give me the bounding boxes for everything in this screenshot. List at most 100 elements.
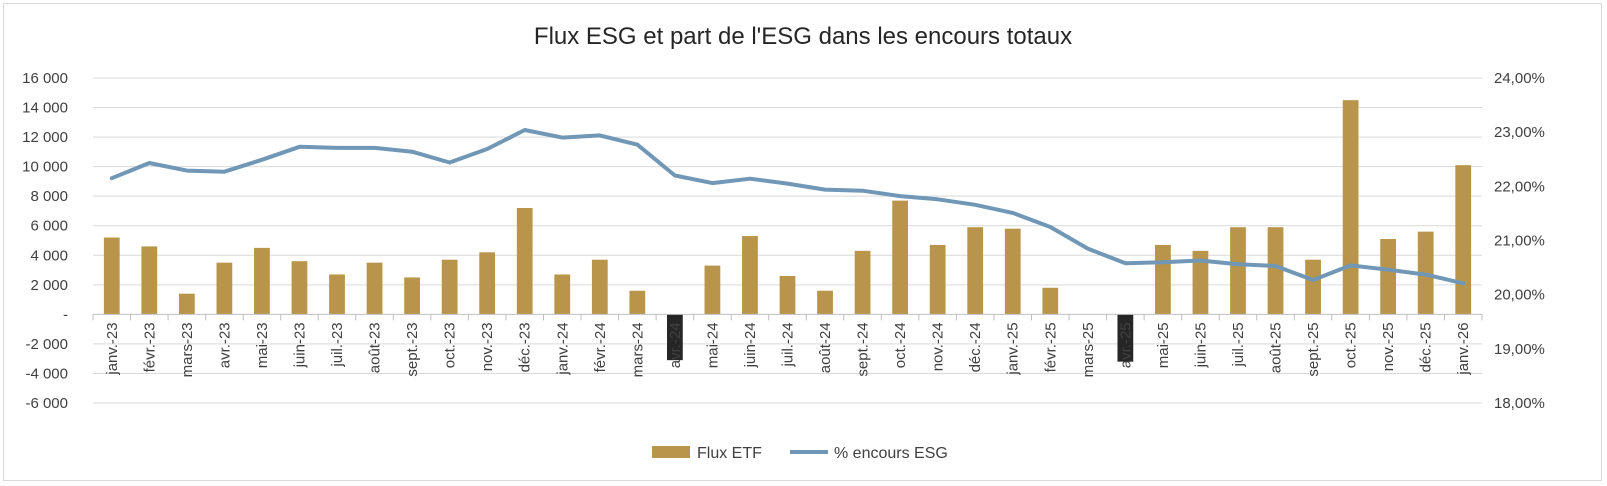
bar-flux-etf <box>404 277 420 315</box>
x-tick-label: mars-25 <box>1080 322 1097 377</box>
bar-flux-etf <box>441 259 458 315</box>
x-tick-label: juil.-24 <box>780 322 797 367</box>
x-tick-label: juin-24 <box>742 322 759 368</box>
x-tick-label: avr.-23 <box>216 322 233 368</box>
x-tick-label: mai-24 <box>704 322 721 368</box>
x-axis-ticks: janv.-23 févr.-23 mars-23 avr.-23 mai-23 juin… <box>104 322 1472 377</box>
gridlines <box>93 77 1482 404</box>
x-tick-label: mai-25 <box>1155 322 1172 368</box>
x-tick-label: juin-23 <box>291 322 308 368</box>
y-left-tick-label: -4 000 <box>25 365 68 382</box>
y-left-tick-label: 14 000 <box>22 100 68 117</box>
x-tick-label: déc.-25 <box>1418 322 1435 372</box>
y-right-tick-label: 23,00% <box>1494 124 1545 141</box>
x-tick-label: févr.-25 <box>1042 322 1059 372</box>
x-tick-label: août-25 <box>1268 322 1285 373</box>
x-tick-label: sept.-24 <box>855 322 872 376</box>
bar-flux-etf <box>178 293 195 315</box>
bar-flux-etf <box>141 246 158 315</box>
y-left-tick-label: 6 000 <box>30 218 68 235</box>
x-tick-label: août-23 <box>367 322 384 373</box>
x-tick-label: déc.-23 <box>517 322 534 372</box>
x-tick-label: avr.-24 <box>667 322 684 368</box>
axes <box>92 313 1483 321</box>
bar-flux-etf <box>479 252 496 315</box>
bar-flux-etf <box>817 290 833 315</box>
x-tick-label: déc.-24 <box>967 322 984 372</box>
legend-swatch-flux-etf <box>652 446 690 458</box>
bar-flux-etf <box>591 259 608 315</box>
bar-flux-etf <box>892 200 909 315</box>
y-left-tick-label: -2 000 <box>25 336 68 353</box>
x-tick-label: oct.-23 <box>442 322 459 368</box>
y-right-tick-label: 20,00% <box>1494 287 1545 304</box>
x-tick-label: sept.-23 <box>404 322 421 376</box>
x-tick-label: janv.-23 <box>104 322 121 375</box>
bar-flux-etf <box>103 237 120 315</box>
bar-flux-etf <box>1117 314 1134 362</box>
legend: Flux ETF % encours ESG <box>652 445 948 462</box>
y-right-tick-label: 19,00% <box>1494 341 1545 358</box>
bar-flux-etf <box>329 274 345 315</box>
bar-flux-etf <box>704 265 721 315</box>
x-tick-label: juin-25 <box>1192 322 1209 368</box>
flux-etf-bars <box>103 100 1472 362</box>
x-tick-label: août-24 <box>817 322 834 373</box>
x-tick-label: nov.-23 <box>479 322 496 371</box>
line-encours-esg <box>109 128 1466 286</box>
bar-flux-etf <box>1342 100 1359 315</box>
x-tick-label: mars-23 <box>179 322 196 377</box>
x-tick-label: janv.-26 <box>1455 322 1472 375</box>
y-left-tick-label: 16 000 <box>22 70 68 87</box>
y-right-tick-label: 24,00% <box>1494 70 1545 87</box>
x-tick-label: mars-24 <box>629 322 646 377</box>
x-tick-label: mai-23 <box>254 322 271 368</box>
x-tick-label: févr.-23 <box>141 322 158 372</box>
bar-flux-etf <box>666 314 683 361</box>
bar-flux-etf <box>1155 244 1171 315</box>
y-left-tick-label: -6 000 <box>25 395 68 412</box>
bar-flux-etf <box>366 262 383 315</box>
bar-flux-etf <box>1455 165 1472 315</box>
y-left-tick-label: 10 000 <box>22 159 68 176</box>
y-left-tick-label: 8 000 <box>30 188 68 205</box>
y-left-tick-label: 2 000 <box>30 277 68 294</box>
x-tick-label: nov.-25 <box>1380 322 1397 371</box>
chart-frame <box>3 3 1602 481</box>
x-tick-label: nov.-24 <box>930 322 947 371</box>
y-axis-right-ticks: 18,00% 19,00% 20,00% 21,00% 22,00% 23,00% 24,0… <box>1494 70 1545 412</box>
bar-flux-etf <box>554 274 571 315</box>
bar-flux-etf <box>779 275 796 315</box>
encours-esg-line-group <box>109 128 1466 286</box>
bar-flux-etf <box>291 261 308 315</box>
x-tick-label: avr.-25 <box>1117 322 1134 368</box>
x-tick-label: oct.-24 <box>892 322 909 368</box>
y-left-tick-label: 12 000 <box>22 129 68 146</box>
bar-flux-etf <box>1380 239 1397 315</box>
bar-flux-etf <box>929 244 946 315</box>
legend-label-flux-etf: Flux ETF <box>697 445 762 462</box>
bar-flux-etf <box>629 290 646 315</box>
x-tick-label: juil.-23 <box>329 322 346 367</box>
bar-flux-etf <box>216 262 233 315</box>
y-right-tick-label: 22,00% <box>1494 178 1545 195</box>
bar-flux-etf <box>1305 259 1321 315</box>
bar-flux-etf <box>1192 250 1209 315</box>
bar-flux-etf <box>254 247 270 315</box>
chart-title: Flux ESG et part de l'ESG dans les encou… <box>534 23 1072 50</box>
bar-flux-etf <box>854 250 871 315</box>
x-tick-label: janv.-25 <box>1005 322 1022 375</box>
bar-flux-etf <box>1230 227 1246 315</box>
x-tick-label: oct.-25 <box>1343 322 1360 368</box>
bar-flux-etf <box>516 208 533 315</box>
x-tick-label: janv.-24 <box>554 322 571 375</box>
legend-label-encours-esg: % encours ESG <box>834 445 948 462</box>
y-right-tick-label: 18,00% <box>1494 395 1545 412</box>
bar-flux-etf <box>1267 227 1284 315</box>
bar-flux-etf <box>967 227 984 315</box>
y-right-tick-label: 21,00% <box>1494 233 1545 250</box>
y-left-tick-label: - <box>63 306 68 323</box>
y-left-tick-label: 4 000 <box>30 247 68 264</box>
